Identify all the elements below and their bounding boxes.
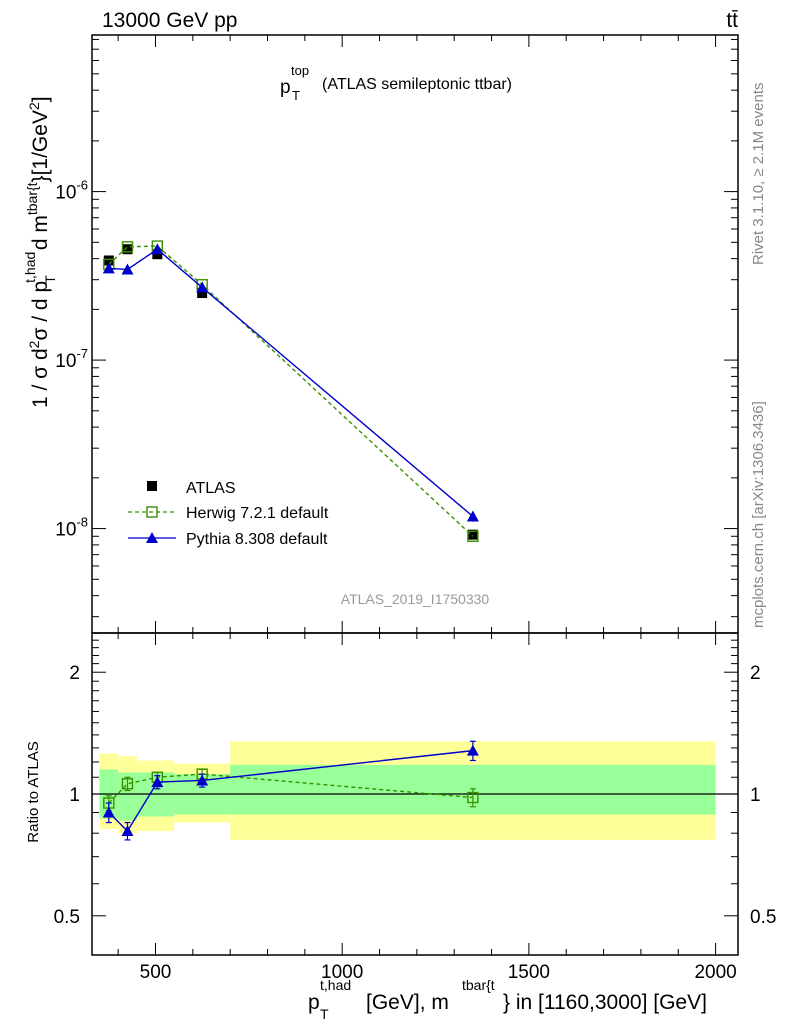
ratio-series-pythia: [102, 740, 479, 841]
data-point-pythia: [151, 243, 164, 255]
legend-entry-herwig: Herwig 7.2.1 default: [128, 505, 329, 522]
legend-entry-pythia: Pythia 8.308 default: [128, 531, 328, 548]
legend-label-pythia: Pythia 8.308 default: [186, 531, 328, 548]
ratio-point-pythia: [196, 774, 209, 786]
series-atlas: [103, 244, 478, 540]
svg-text:T: T: [292, 88, 300, 103]
collision-energy-label: 13000 GeV pp: [102, 9, 237, 32]
main-y-tick-label: 10-8: [55, 515, 88, 541]
svg-text:} in [1160,3000] [GeV]: } in [1160,3000] [GeV]: [503, 991, 707, 1014]
data-point-atlas: [467, 529, 478, 540]
ratio-y-tick-label: 1: [69, 785, 80, 806]
data-point-atlas: [197, 288, 208, 299]
ratio-point-herwig: [121, 778, 134, 790]
svg-text:p: p: [308, 991, 320, 1014]
ratio-point-pythia: [102, 806, 115, 818]
x-tick-label: 1000: [321, 962, 363, 983]
legend-marker-herwig: [146, 506, 158, 518]
svg-text:t,had: t,had: [320, 977, 351, 993]
analysis-id-label: ATLAS_2019_I1750330: [341, 591, 490, 607]
rivet-version-label: Rivet 3.1.10, ≥ 2.1M events: [750, 83, 767, 266]
legend-label-atlas: ATLAS: [186, 480, 236, 497]
data-point-pythia: [466, 510, 479, 522]
ratio-point-pythia: [121, 825, 134, 837]
data-point-pythia: [102, 262, 115, 274]
series-line-herwig: [108, 245, 474, 537]
ratio-y-tick-label-right: 1: [750, 785, 761, 806]
main-series-layer: [102, 240, 479, 542]
main-y-axis-label: 1 / σ d2σ / d pt,had Td mtbar{t}[1/GeV2]: [22, 96, 58, 408]
svg-text:top: top: [291, 63, 309, 78]
legend-entry-atlas: ATLAS: [147, 480, 236, 497]
data-point-atlas: [122, 244, 133, 255]
data-point-pythia: [121, 263, 134, 275]
ratio-y-tick-label-right: 0.5: [750, 907, 776, 928]
legend-label-herwig: Herwig 7.2.1 default: [186, 505, 329, 522]
series-pythia: [102, 243, 479, 522]
main-y-tick-label: 10-6: [55, 178, 88, 204]
ratio-y-tick-label: 2: [69, 663, 80, 684]
ratio-y-tick-label-right: 2: [750, 663, 761, 684]
svg-text:tbar{t: tbar{t: [462, 977, 495, 993]
data-point-herwig: [121, 241, 134, 253]
ratio-point-herwig: [467, 791, 479, 804]
x-tick-label: 1500: [508, 962, 550, 983]
main-y-tick-label: 10-7: [55, 346, 88, 372]
x-tick-label: 500: [140, 962, 172, 983]
ratio-point-pythia: [466, 744, 479, 756]
ratio-point-pythia: [151, 776, 164, 788]
series-herwig: [103, 240, 479, 542]
data-point-herwig: [467, 530, 479, 542]
data-point-pythia: [196, 281, 209, 293]
ratio-y-tick-label: 0.5: [54, 907, 80, 928]
svg-text:p: p: [280, 77, 291, 98]
series-line-pythia: [108, 248, 474, 517]
svg-text:T: T: [320, 1006, 329, 1022]
svg-text:(ATLAS semileptonic ttbar): (ATLAS semileptonic ttbar): [322, 76, 512, 93]
mcplots-label: mcplots.cern.ch [arXiv:1306.3436]: [750, 401, 767, 628]
main-title: p top T (ATLAS semileptonic ttbar): [280, 63, 512, 103]
ratio-y-axis-label: Ratio to ATLAS: [25, 741, 42, 842]
svg-text:[GeV], m: [GeV], m: [366, 991, 449, 1014]
legend-marker-atlas: [147, 481, 157, 491]
axes-layer: 500 1000 1500 2000 10-8 10-7 10-6 0.5 0.5 1 1 2 2: [54, 34, 776, 983]
x-axis-label: p t,had T [GeV], m tbar{t } in [1160,300…: [308, 977, 707, 1022]
data-point-atlas: [103, 255, 114, 266]
ratio-uncertainty-bands: [99, 741, 716, 840]
process-label: tt̄: [726, 9, 738, 32]
ratio-series-layer: [102, 740, 479, 841]
legend: ATLAS Herwig 7.2.1 default Pythia 8.308 …: [128, 480, 329, 548]
x-tick-label: 2000: [694, 962, 736, 983]
legend-marker-pythia: [146, 532, 158, 543]
